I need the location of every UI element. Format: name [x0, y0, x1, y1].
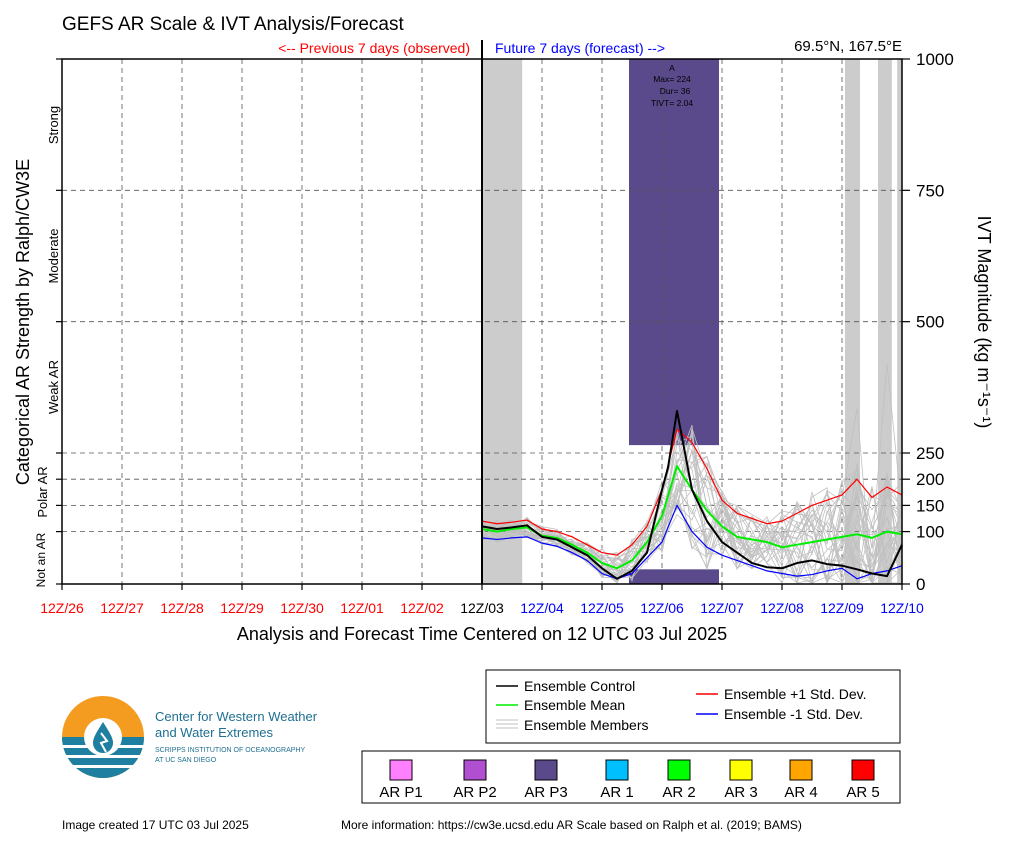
chart-title: GEFS AR Scale & IVT Analysis/Forecast — [62, 14, 404, 35]
ar-label-0: AR P1 — [379, 784, 422, 801]
ar-swatch-7 — [851, 759, 875, 781]
tick-label-x-14: 12Z/10 — [880, 600, 924, 616]
y-axis-left-label: Categorical AR Strength by Ralph/CW3E — [13, 159, 33, 485]
x-axis-label: Analysis and Forecast Time Centered on 1… — [237, 624, 727, 644]
tick-label-right-500: 500 — [916, 313, 944, 332]
tick-label-x-9: 12Z/05 — [580, 600, 624, 616]
ensemble-plus-std-line — [481, 428, 903, 556]
tick-label-right-750: 750 — [916, 181, 944, 200]
tick-label-x-5: 12Z/01 — [340, 600, 384, 616]
ensemble-member-27 — [481, 472, 903, 577]
logo-line1: Center for Western Weather — [155, 709, 318, 724]
legend-mean: Ensemble Mean — [524, 697, 625, 713]
tick-label-right-200: 200 — [916, 470, 944, 489]
ar-swatch-6 — [789, 759, 813, 781]
legend-control: Ensemble Control — [524, 678, 635, 694]
ar-swatch-4 — [667, 759, 691, 781]
category-weak: Weak AR — [46, 360, 61, 414]
tick-label-x-3: 12Z/29 — [220, 600, 264, 616]
tick-label-right-1000: 1000 — [916, 50, 954, 69]
category-moderate: Moderate — [46, 229, 61, 284]
ar-swatch-5 — [729, 759, 753, 781]
image-created-label: Image created 17 UTC 03 Jul 2025 — [62, 818, 249, 832]
series-legend: Ensemble Control Ensemble Mean Ensemble … — [485, 669, 901, 744]
ensemble-member-28 — [481, 425, 903, 584]
ar-label-2: AR P3 — [524, 784, 567, 801]
logo-line2: and Water Extremes — [155, 725, 274, 740]
ensemble-minus-std-line — [481, 504, 903, 580]
ar-label-4: AR 2 — [662, 784, 695, 801]
annotation-max: Max= 224 — [653, 74, 691, 84]
tick-label-x-4: 12Z/30 — [280, 600, 324, 616]
ar-label-5: AR 3 — [724, 784, 757, 801]
ar-label-7: AR 5 — [846, 784, 879, 801]
tick-label-x-10: 12Z/06 — [640, 600, 684, 616]
ar-scale-legend: AR P1 AR P2 AR P3 AR 1 AR 2 AR 3 AR 4 AR 5 — [361, 750, 901, 804]
legend-minus: Ensemble -1 Std. Dev. — [724, 706, 863, 722]
ar-swatch-0 — [389, 759, 413, 781]
legend-plus: Ensemble +1 Std. Dev. — [724, 686, 867, 702]
annotation-duration: Dur= 36 — [660, 86, 691, 96]
tick-label-x-0: 12Z/26 — [40, 600, 84, 616]
cw3e-logo-mark — [62, 696, 144, 778]
tick-label-x-1: 12Z/27 — [100, 600, 144, 616]
tick-label-x-11: 12Z/07 — [700, 600, 744, 616]
tick-label-x-12: 12Z/08 — [760, 600, 804, 616]
ar-swatch-3 — [605, 759, 629, 781]
tick-label-right-100: 100 — [916, 523, 944, 542]
ar-swatch-1 — [463, 759, 487, 781]
category-strong: Strong — [46, 106, 61, 144]
logo-sub2: AT UC SAN DIEGO — [155, 757, 217, 764]
ar-p3-period-top — [629, 59, 719, 446]
tick-label-right-0: 0 — [916, 575, 925, 594]
ensemble-member-29 — [481, 435, 903, 584]
logo-sub1: SCRIPPS INSTITUTION OF OCEANOGRAPHY — [155, 747, 305, 754]
annotation-letter: A — [669, 63, 675, 73]
ar-swatch-2 — [534, 759, 558, 781]
cw3e-logo: Center for Western Weather and Water Ext… — [62, 696, 318, 778]
ensemble-control-line — [481, 409, 903, 580]
ar-label-3: AR 1 — [600, 784, 633, 801]
category-not-an-ar: Not an AR — [34, 532, 48, 587]
tick-label-x-13: 12Z/09 — [820, 600, 864, 616]
location-label: 69.5°N, 167.5°E — [794, 38, 902, 55]
tick-label-x-7: 12Z/03 — [460, 600, 504, 616]
tick-label-right-250: 250 — [916, 444, 944, 463]
legend-members: Ensemble Members — [524, 717, 649, 733]
y-axis-right-label: IVT Magnitude (kg m⁻¹s⁻¹) — [974, 216, 994, 429]
tick-label-x-8: 12Z/04 — [520, 600, 564, 616]
future-7-days-label: Future 7 days (forecast) --> — [495, 40, 665, 56]
ar-event-annotation: A Max= 224 Dur= 36 TIVT= 2.04 — [651, 63, 694, 108]
annotation-tivt: TIVT= 2.04 — [651, 98, 694, 108]
ar-p3-period-bottom — [629, 569, 719, 584]
tick-label-right-150: 150 — [916, 496, 944, 515]
ensemble-member-25 — [481, 469, 903, 582]
ensemble-mean-line — [481, 465, 903, 570]
tick-label-x-2: 12Z/28 — [160, 600, 204, 616]
tick-label-x-6: 12Z/02 — [400, 600, 444, 616]
ar-label-6: AR 4 — [784, 784, 817, 801]
ar-label-1: AR P2 — [453, 784, 496, 801]
previous-7-days-label: <-- Previous 7 days (observed) — [278, 40, 470, 56]
category-polar: Polar AR — [35, 466, 50, 517]
more-info-label: More information: https://cw3e.ucsd.edu … — [341, 818, 802, 832]
